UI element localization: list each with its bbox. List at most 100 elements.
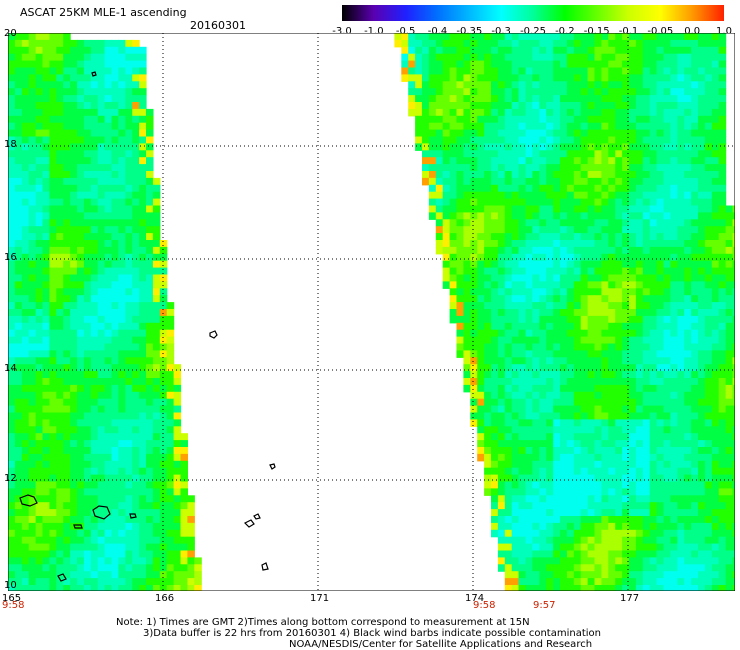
swath-cell [698, 467, 706, 476]
swath-cell [601, 481, 609, 489]
swath-cell [622, 509, 630, 517]
swath-cell [553, 46, 561, 55]
swath-cell [608, 295, 616, 303]
swath-cell [711, 378, 720, 386]
swath-cell [704, 233, 713, 241]
swath-cell [622, 205, 630, 213]
swath-cell [422, 122, 430, 131]
swath-cell [63, 350, 71, 358]
swath-cell [601, 474, 609, 483]
swath-cell [670, 447, 678, 455]
swath-cell [21, 391, 30, 400]
swath-cell [132, 384, 140, 393]
swath-cell [56, 350, 64, 358]
swath-cell [8, 350, 16, 358]
swath-cell [504, 453, 513, 462]
swath-cell [629, 88, 637, 96]
swath-cell [477, 157, 485, 165]
swath-cell [601, 543, 609, 552]
swath-cell [718, 391, 727, 400]
swath-cell [649, 516, 658, 524]
swath-cell [152, 233, 161, 241]
swath-cell [629, 522, 637, 531]
swath-cell [504, 502, 513, 510]
swath-cell [532, 295, 540, 303]
swath-cell [629, 288, 637, 296]
swath-cell [63, 53, 71, 62]
swath-cell [132, 336, 140, 345]
swath-cell [573, 543, 582, 552]
swath-cell [14, 191, 23, 200]
swath-cell [718, 543, 727, 552]
swath-cell [70, 143, 78, 151]
swath-cell [663, 191, 671, 200]
swath-cell [684, 288, 692, 296]
swath-cell [8, 233, 16, 241]
swath-cell [691, 108, 699, 117]
swath-cell [442, 108, 451, 117]
swath-cell [428, 95, 437, 103]
swath-cell [111, 509, 119, 517]
swath-cell [408, 108, 416, 117]
swath-cell [428, 171, 437, 179]
swath-cell [560, 460, 568, 469]
swath-cell [511, 219, 520, 227]
swath-cell [56, 233, 64, 241]
swath-cell [546, 529, 554, 538]
swath-cell [622, 371, 630, 379]
swath-cell [629, 453, 637, 462]
swath-cell [560, 543, 568, 552]
swath-cell [63, 536, 71, 545]
swath-cell [83, 102, 92, 110]
swath-cell [608, 253, 616, 262]
swath-cell [77, 240, 85, 248]
swath-cell [63, 219, 71, 227]
swath-cell [684, 95, 692, 103]
swath-cell [566, 460, 575, 469]
swath-cell [415, 143, 423, 151]
swath-cell [629, 246, 637, 255]
swath-cell [484, 53, 492, 62]
swath-cell [456, 129, 464, 138]
swath-cell [90, 474, 99, 483]
swath-cell [90, 343, 99, 351]
swath-cell [14, 246, 23, 255]
swath-cell [615, 384, 623, 393]
swath-cell [553, 398, 561, 407]
swath-cell [63, 246, 71, 255]
swath-cell [649, 488, 658, 496]
swath-cell [111, 295, 119, 303]
swath-cell [159, 267, 168, 276]
swath-cell [587, 46, 596, 55]
swath-cell [49, 509, 57, 517]
swath-cell [111, 122, 119, 131]
swath-cell [560, 122, 568, 131]
swath-cell [684, 122, 692, 131]
swath-cell [663, 536, 671, 545]
swath-cell [435, 198, 444, 207]
swath-cell [608, 177, 616, 186]
swath-cell [532, 371, 540, 379]
swath-cell [477, 81, 485, 89]
swath-cell [408, 74, 416, 82]
swath-cell [560, 171, 568, 179]
swath-cell [684, 474, 692, 483]
swath-cell [139, 557, 147, 565]
swath-cell [49, 405, 57, 414]
swath-cell [470, 198, 478, 207]
swath-cell [83, 233, 92, 241]
swath-cell [104, 240, 113, 248]
swath-cell [608, 205, 616, 213]
swath-cell [166, 419, 175, 427]
swath-cell [491, 371, 499, 379]
swath-cell [546, 474, 554, 483]
swath-cell [649, 60, 658, 69]
swath-cell [546, 509, 554, 517]
swath-cell [449, 302, 458, 310]
swath-cell [525, 212, 533, 220]
swath-cell [456, 81, 464, 89]
swath-cell [635, 543, 644, 552]
swath-cell [691, 102, 699, 110]
swath-cell [546, 488, 554, 496]
swath-cell [566, 447, 575, 455]
